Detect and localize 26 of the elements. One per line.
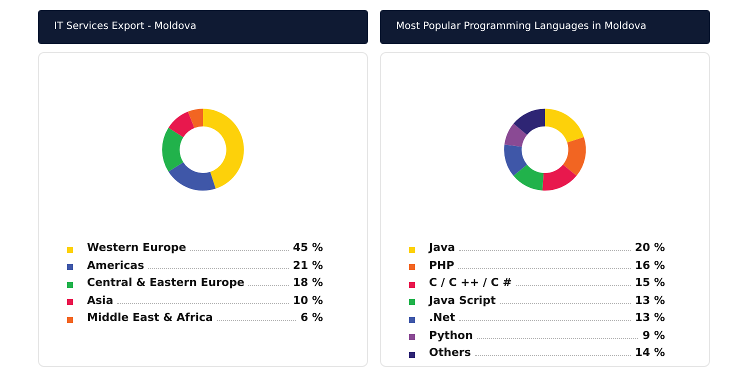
legend-label: Java [429, 241, 456, 254]
data-label: 10 % [292, 294, 323, 306]
data-label: 18 % [292, 276, 323, 289]
data-label: 20 % [634, 241, 665, 254]
chart-title: IT Services Export - Moldova [38, 10, 368, 44]
chart-title: Most Popular Programming Languages in Moldova [380, 10, 710, 44]
data-label: 13 % [634, 294, 665, 306]
data-label: 13 % [634, 311, 665, 324]
data-label: 9 % [642, 328, 665, 342]
legend-label: Java Script [429, 294, 496, 306]
legend-label: Middle East & Africa [87, 311, 213, 324]
data-label: 14 % [634, 346, 665, 359]
legend-label: C / C ++ / C # [429, 276, 512, 289]
legend-label: PHP [429, 258, 454, 272]
legend-label: Western Europe [87, 241, 186, 254]
data-label: 45 % [292, 241, 323, 254]
legend-label: Others [429, 346, 471, 359]
legend-label: Americas [87, 258, 144, 272]
legend-label: .Net [429, 311, 456, 324]
legend-label: Python [429, 328, 473, 342]
data-label: 15 % [634, 276, 665, 289]
data-label: 6 % [300, 311, 323, 324]
data-label: 16 % [634, 258, 665, 272]
legend-label: Central & Eastern Europe [87, 276, 244, 289]
data-label: 21 % [292, 258, 323, 272]
legend-label: Asia [87, 294, 114, 306]
